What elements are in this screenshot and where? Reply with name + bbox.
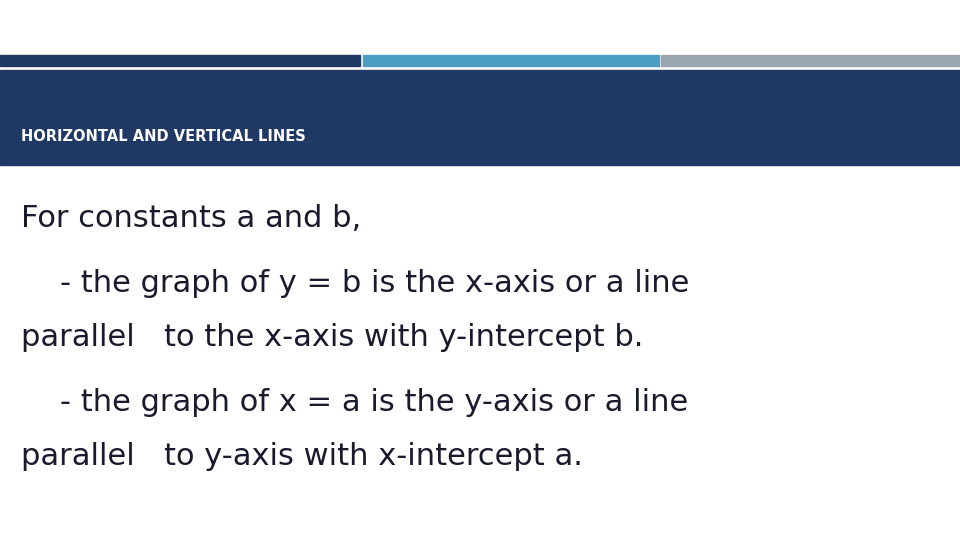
Bar: [363, 55, 659, 66]
Text: For constants a and b,: For constants a and b,: [21, 204, 361, 233]
Text: parallel   to the x-axis with y-intercept b.: parallel to the x-axis with y-intercept …: [21, 323, 643, 352]
Bar: [661, 55, 960, 66]
Text: - the graph of y = b is the x-axis or a line: - the graph of y = b is the x-axis or a …: [21, 269, 689, 298]
Text: - the graph of x = a is the y-axis or a line: - the graph of x = a is the y-axis or a …: [21, 388, 688, 417]
Text: parallel   to y-axis with x-intercept a.: parallel to y-axis with x-intercept a.: [21, 442, 583, 471]
Bar: [0, 55, 360, 66]
Bar: [0, 70, 960, 165]
Text: HORIZONTAL AND VERTICAL LINES: HORIZONTAL AND VERTICAL LINES: [21, 129, 306, 144]
